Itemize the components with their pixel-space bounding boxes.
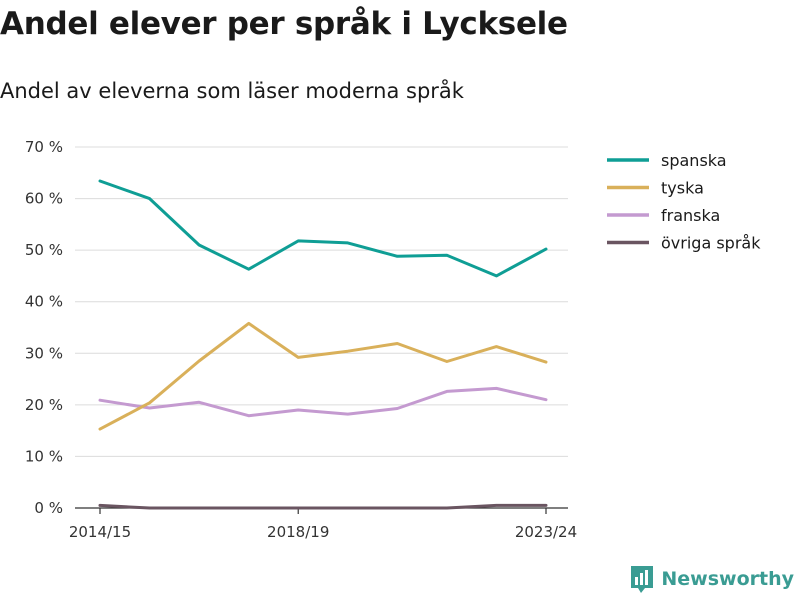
x-tick-label: 2023/24 <box>515 523 577 541</box>
series-line-övriga-språk <box>98 503 548 510</box>
x-tick-label: 2018/19 <box>267 523 329 541</box>
legend-entry: tyska <box>607 179 704 198</box>
brand-name: Newsworthy <box>661 568 794 590</box>
chart-title: Andel elever per språk i Lycksele <box>0 6 568 42</box>
legend: spanska tyska franska övriga språk <box>607 151 761 253</box>
legend-entry: övriga språk <box>607 234 761 253</box>
y-tick-label: 40 % <box>25 293 63 311</box>
grid-lines <box>75 146 568 457</box>
y-tick-label: 0 % <box>34 499 63 517</box>
legend-label: franska <box>661 206 720 225</box>
x-tick-label: 2014/15 <box>69 523 131 541</box>
legend-label: tyska <box>661 179 704 198</box>
legend-entry: franska <box>607 206 720 225</box>
y-tick-label: 70 % <box>25 138 63 156</box>
y-tick-label: 30 % <box>25 344 63 362</box>
chart-subtitle: Andel av eleverna som läser moderna språ… <box>0 79 464 103</box>
x-axis: 2014/15 2018/19 2023/24 <box>69 507 577 541</box>
series-line-franska <box>98 386 548 418</box>
y-tick-label: 10 % <box>25 447 63 465</box>
legend-entry: spanska <box>607 151 727 170</box>
y-tick-label: 60 % <box>25 190 63 208</box>
series-line-tyska <box>98 321 548 431</box>
brand-logo: Newsworthy <box>629 564 794 594</box>
bar-chart-logo-icon <box>631 566 654 593</box>
legend-label: övriga språk <box>661 234 761 253</box>
y-tick-label: 50 % <box>25 241 63 259</box>
y-axis-ticks: 0 % 10 % 20 % 30 % 40 % 50 % 60 % 70 % <box>25 138 63 517</box>
series-lines <box>98 179 548 510</box>
y-tick-label: 20 % <box>25 396 63 414</box>
legend-label: spanska <box>661 151 727 170</box>
series-line-spanska <box>98 179 548 278</box>
